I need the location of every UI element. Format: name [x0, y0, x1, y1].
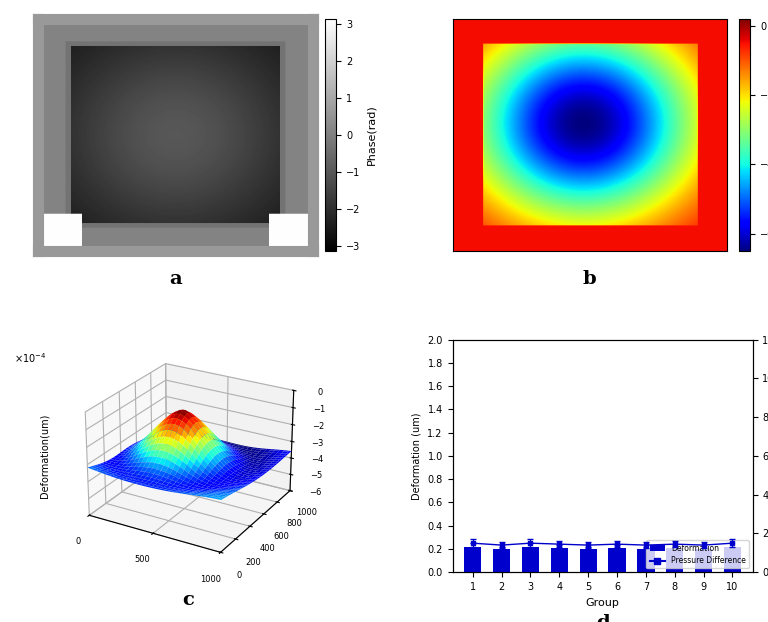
Bar	[551, 548, 568, 572]
Bar	[666, 548, 684, 572]
Text: b: b	[583, 270, 597, 288]
Bar	[521, 547, 539, 572]
Bar	[723, 547, 741, 572]
Text: c: c	[183, 591, 194, 609]
Bar	[493, 549, 510, 572]
Legend: Deformation, Pressure Difference: Deformation, Pressure Difference	[647, 541, 749, 569]
Text: a: a	[169, 270, 182, 288]
Text: Deformation(um): Deformation(um)	[39, 414, 49, 498]
Y-axis label: Phase(rad): Phase(rad)	[366, 104, 376, 165]
Bar	[637, 549, 654, 572]
X-axis label: Group: Group	[586, 598, 620, 608]
Bar	[695, 549, 712, 572]
Bar	[580, 549, 597, 572]
Text: $\times 10^{-4}$: $\times 10^{-4}$	[14, 351, 47, 365]
Bar	[608, 548, 626, 572]
Text: d: d	[596, 614, 609, 622]
Bar	[464, 547, 482, 572]
Y-axis label: Deformation (um): Deformation (um)	[412, 412, 422, 499]
